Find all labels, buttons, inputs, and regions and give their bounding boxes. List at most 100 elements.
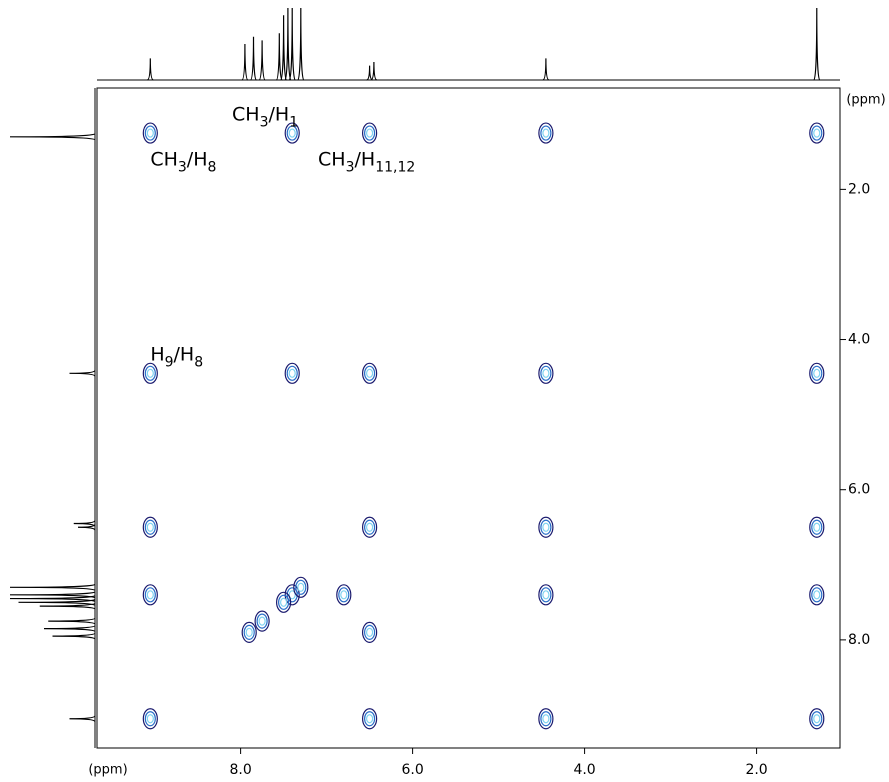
contour	[295, 579, 307, 595]
contour	[540, 519, 552, 535]
contour	[538, 708, 554, 730]
contour	[245, 627, 253, 637]
y-tick-label: 6.0	[848, 482, 870, 498]
projection-peak	[48, 617, 96, 625]
projection-peak	[370, 61, 378, 81]
contour	[338, 587, 350, 603]
contour	[811, 519, 823, 535]
contour	[542, 368, 550, 378]
contour	[284, 362, 300, 384]
contour	[297, 582, 305, 592]
contour	[278, 594, 290, 610]
contour	[538, 584, 554, 606]
contour	[809, 362, 825, 384]
contour	[542, 714, 550, 724]
contour	[809, 122, 825, 144]
projection-peak	[284, 7, 292, 81]
projection-peak	[77, 524, 96, 531]
contour	[142, 516, 158, 538]
contour	[146, 590, 154, 600]
contour	[542, 522, 550, 532]
annotation-text: /H	[187, 148, 208, 170]
contour	[364, 365, 376, 381]
contour	[809, 516, 825, 538]
projection-peak	[249, 36, 258, 81]
contour	[288, 128, 296, 138]
subscript: 9	[165, 355, 174, 371]
contour	[813, 714, 821, 724]
subscript: 1	[289, 114, 298, 130]
contour	[809, 584, 825, 606]
y-tick-label: 4.0	[848, 332, 870, 348]
y-tick-label: 8.0	[848, 632, 870, 648]
contour	[362, 122, 378, 144]
projection-peak	[69, 715, 96, 723]
contour	[288, 368, 296, 378]
projection-peak	[9, 583, 96, 591]
contour	[366, 368, 374, 378]
contour	[362, 621, 378, 643]
projection-peak	[9, 133, 96, 141]
y-tick-label: 2.0	[848, 181, 870, 197]
subscript: 3	[260, 114, 269, 130]
contour	[336, 584, 352, 606]
subscript: 8	[208, 159, 217, 175]
contour	[142, 122, 158, 144]
projection-peak	[258, 40, 266, 81]
contour	[146, 368, 154, 378]
contour	[809, 708, 825, 730]
contour	[144, 519, 156, 535]
y-axis-label: (ppm)	[846, 93, 885, 108]
contour	[540, 125, 552, 141]
contour	[284, 122, 300, 144]
annotation-text: /H	[268, 103, 289, 125]
contour	[254, 610, 270, 632]
contour	[366, 627, 374, 637]
projection-peak	[18, 598, 96, 606]
contour	[241, 621, 257, 643]
contour	[144, 365, 156, 381]
subscript: 11,12	[375, 159, 415, 175]
contour	[811, 587, 823, 603]
contour	[144, 711, 156, 727]
plot-frame	[96, 87, 841, 749]
contour	[144, 125, 156, 141]
annotation-text: CH	[232, 103, 260, 125]
contour	[286, 587, 298, 603]
subscript: 3	[346, 159, 355, 175]
projection-peak	[542, 58, 550, 81]
projection-peak	[43, 625, 96, 633]
projection-peak	[147, 58, 154, 81]
contour	[364, 125, 376, 141]
projection-peak	[69, 370, 96, 377]
annotation-text: /H	[354, 148, 375, 170]
contour	[286, 365, 298, 381]
contour	[280, 597, 288, 607]
contour	[811, 711, 823, 727]
contour	[362, 516, 378, 538]
contour	[813, 368, 821, 378]
contour	[366, 128, 374, 138]
contour	[362, 362, 378, 384]
contour	[146, 522, 154, 532]
contour	[142, 584, 158, 606]
contour	[813, 590, 821, 600]
contour	[811, 125, 823, 141]
projection-peak	[288, 7, 296, 81]
annotation-text: H	[150, 343, 164, 365]
annotation: H9/H8	[150, 343, 203, 371]
projection-peak	[280, 15, 288, 81]
projection-peak	[366, 65, 373, 81]
contour	[146, 714, 154, 724]
contour	[813, 522, 821, 532]
contour	[813, 128, 821, 138]
contour	[144, 587, 156, 603]
contour	[276, 591, 292, 613]
contour	[256, 613, 268, 629]
contour	[286, 125, 298, 141]
contour	[540, 587, 552, 603]
contour	[542, 590, 550, 600]
contour	[538, 362, 554, 384]
subscript: 3	[178, 159, 187, 175]
x-tick-label: 4.0	[573, 762, 595, 778]
